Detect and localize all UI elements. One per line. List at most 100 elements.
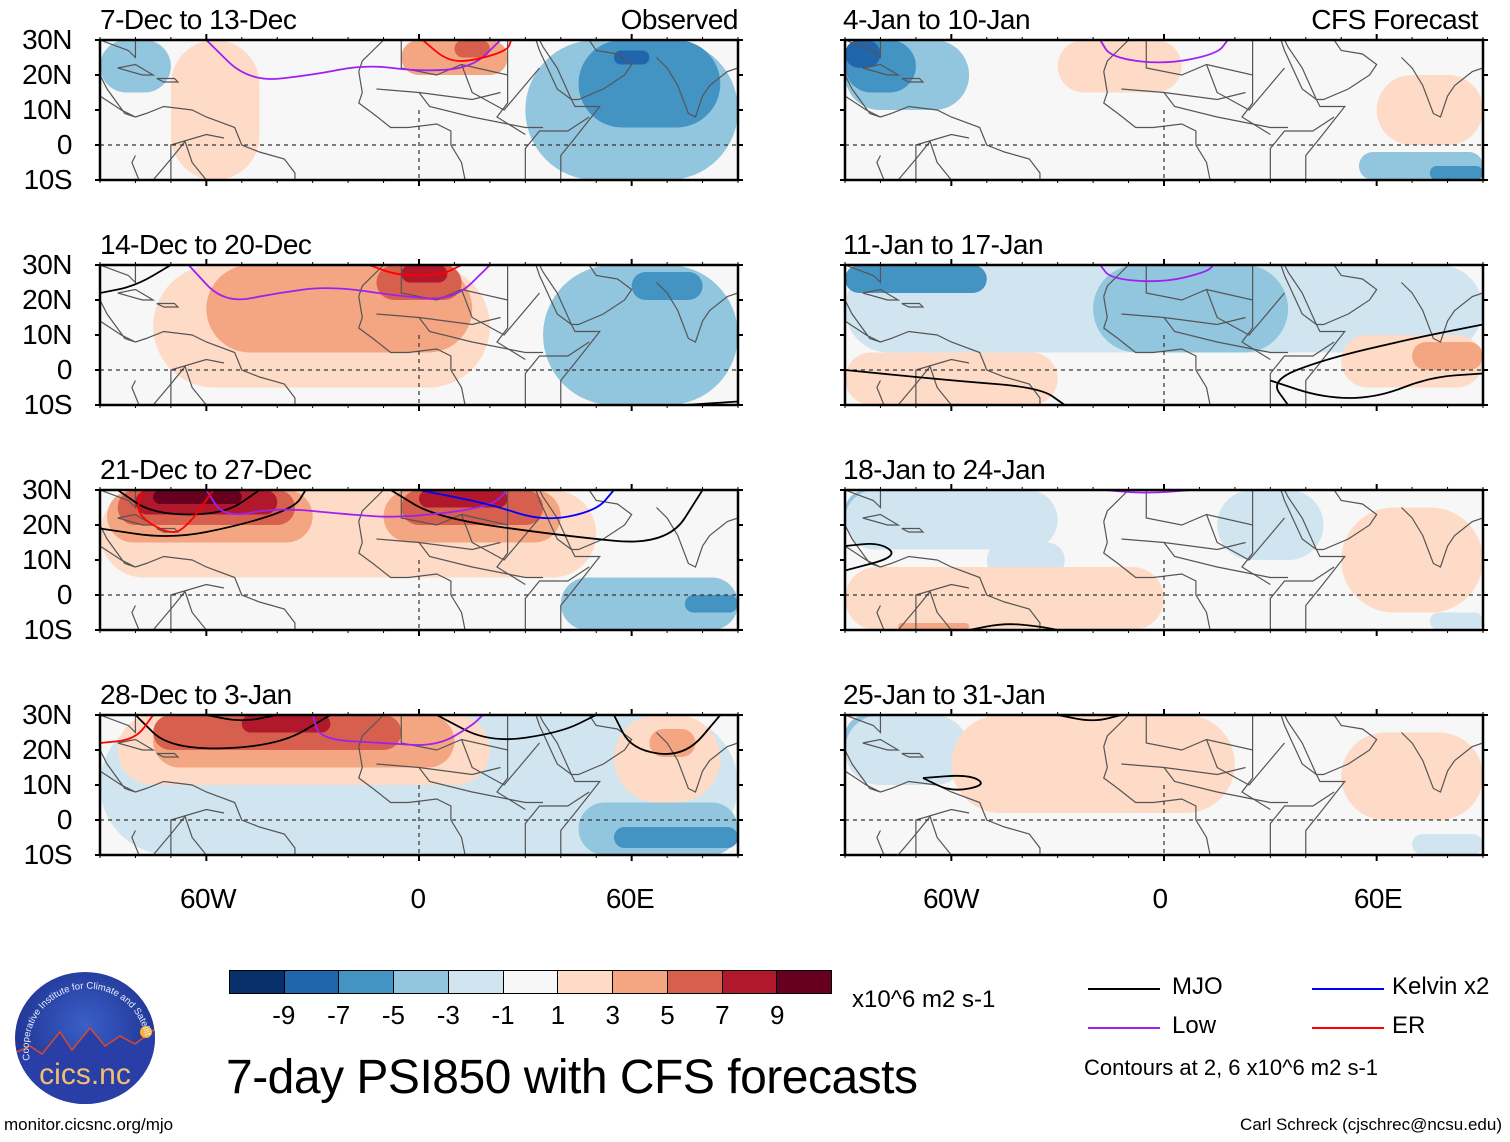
y-tick-label: 0 (56, 579, 73, 610)
observed-label: Observed (620, 4, 739, 35)
coastline (170, 808, 225, 855)
x-tick-60w-right: 60W (922, 883, 980, 914)
coastline (358, 490, 384, 522)
coastline (656, 282, 738, 343)
coastline (880, 105, 1041, 180)
coastline (524, 566, 590, 630)
y-tick-label: 10S (23, 164, 73, 195)
coastline (1121, 88, 1246, 101)
coastline (1241, 300, 1271, 361)
coastline (100, 715, 137, 734)
coastline (1103, 490, 1129, 522)
anomaly-fill-negative (1429, 166, 1483, 180)
panel-title-p1: 7-Dec to 13-Dec (100, 4, 297, 35)
anomaly-fill-negative (560, 577, 738, 630)
map-panel-p1 (95, 34, 743, 186)
coastline (1163, 317, 1289, 354)
coastline (358, 296, 466, 405)
coastline (496, 525, 526, 586)
colorbar (229, 970, 832, 994)
coastline (376, 313, 501, 326)
contour-line-mjo (134, 715, 331, 750)
coastline (1145, 490, 1254, 526)
y-tick-label: 10N (22, 94, 72, 125)
coastline (535, 715, 602, 855)
logo-sun-icon (140, 1026, 152, 1038)
coastline (1163, 92, 1289, 129)
colorbar-tick-label: 7 (715, 1000, 730, 1030)
source-url[interactable]: monitor.cicsnc.org/mjo (4, 1115, 174, 1134)
colorbar-tick-label: -1 (491, 1000, 515, 1030)
coastline (1401, 282, 1483, 343)
colorbar-tick-label: 3 (605, 1000, 620, 1030)
coastline (897, 140, 952, 180)
coastline (1280, 715, 1347, 855)
contour-note: Contours at 2, 6 x10^6 m2 s-1 (1084, 1055, 1379, 1080)
colorbar-swatch (777, 971, 832, 993)
coastline (496, 75, 526, 136)
coastline (1145, 40, 1254, 76)
coastline (358, 746, 466, 855)
coastline (876, 380, 885, 405)
coastline (100, 265, 137, 284)
coastline (901, 752, 925, 758)
coastline (845, 749, 881, 793)
coastline (131, 380, 140, 405)
coastline (1145, 265, 1254, 301)
coastline (915, 133, 970, 180)
coastline (156, 77, 180, 83)
coastline (100, 524, 136, 568)
contour-line-mjo (845, 543, 893, 572)
coastline (358, 71, 466, 180)
anomaly-fill-negative (845, 40, 881, 68)
author-credit: Carl Schreck (cjschrec@ncsu.edu) (1240, 1115, 1502, 1134)
y-tick-label: 10N (22, 769, 72, 800)
coastline (418, 542, 544, 579)
coastline (156, 752, 180, 758)
x-tick-0-left: 0 (410, 883, 426, 914)
coastline (876, 155, 885, 180)
coastline (876, 830, 885, 855)
coastline (418, 317, 544, 354)
coastline (1205, 289, 1285, 336)
anomaly-fill-positive (401, 265, 448, 283)
contour-line-mjo (1276, 323, 1483, 405)
coastline (1103, 296, 1211, 405)
coastline (376, 538, 501, 551)
coastline (535, 490, 602, 630)
coastline (358, 521, 466, 630)
map-panel-p6 (840, 259, 1488, 411)
contour-line-mjo (845, 369, 1066, 405)
coastline (1269, 791, 1335, 855)
coastline (496, 750, 526, 811)
x-tick-0-right: 0 (1152, 883, 1168, 914)
coastline (1205, 64, 1285, 111)
map-panel-p7 (840, 484, 1488, 636)
coastline (535, 265, 602, 405)
colorbar-tick-label: -5 (381, 1000, 406, 1030)
coastline (1163, 767, 1289, 804)
y-tick-label: 0 (56, 804, 73, 835)
contour-line-mjo (1270, 372, 1483, 399)
colorbar-tick-label: 1 (550, 1000, 566, 1030)
panel-title-p7: 18-Jan to 24-Jan (843, 454, 1046, 485)
coastline (1269, 116, 1335, 180)
panel-title-p3: 21-Dec to 27-Dec (100, 454, 312, 485)
anomaly-fill-positive (170, 40, 260, 180)
anomaly-fill-positive (1057, 40, 1182, 93)
anomaly-fill-negative (1412, 834, 1483, 855)
coastline (862, 513, 901, 526)
y-tick-label: 30N (22, 24, 72, 55)
coastline (460, 514, 540, 561)
panel-title-p8: 25-Jan to 31-Jan (843, 679, 1046, 710)
anomaly-fill-positive (1412, 342, 1483, 370)
contour-line-kelvin-x2 (418, 490, 615, 520)
coastline (170, 358, 225, 405)
anomaly-fill-negative (578, 40, 721, 128)
coastline (656, 507, 738, 568)
anomaly-fill-negative (845, 715, 970, 785)
coastline (845, 74, 881, 118)
coastline (170, 583, 225, 630)
coastline (845, 299, 881, 343)
y-tick-label: 20N (22, 59, 72, 90)
